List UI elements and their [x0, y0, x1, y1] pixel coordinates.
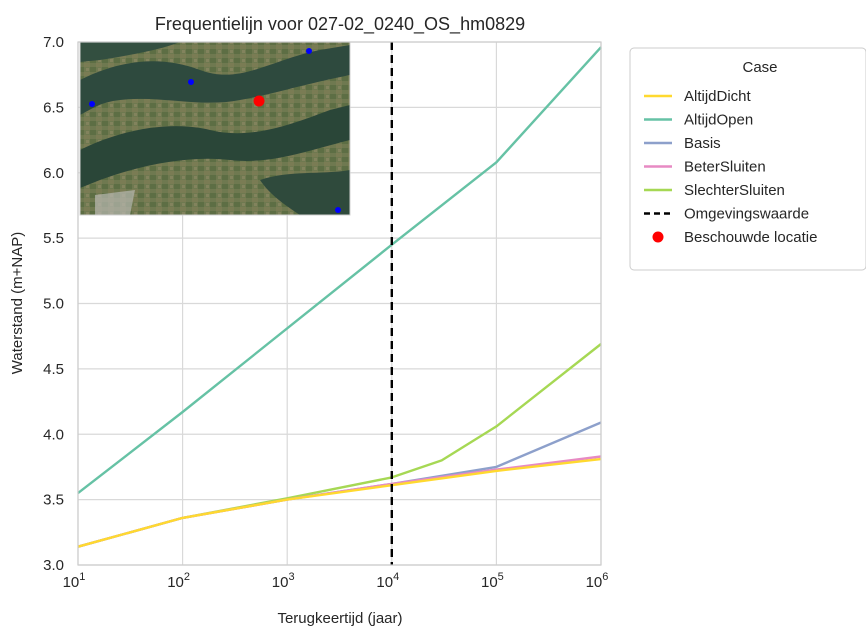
legend-label: AltijdOpen: [684, 112, 753, 129]
chart-title: Frequentielijn voor 027-02_0240_OS_hm082…: [155, 14, 525, 35]
y-tick-label: 3.5: [43, 492, 64, 509]
legend-swatch: [652, 231, 664, 243]
series-line-altijddicht: [77, 457, 602, 548]
x-axis-label: Terugkeertijd (jaar): [277, 610, 402, 627]
x-tick-label: 103: [272, 571, 295, 591]
legend-label: SlechterSluiten: [684, 182, 785, 199]
map-point: [89, 101, 95, 107]
legend-label: Beschouwde locatie: [684, 229, 817, 246]
legend: Case AltijdDicht AltijdOpen Basis BeterSlui…: [629, 47, 866, 271]
map-point: [335, 207, 341, 213]
x-tick-label: 104: [376, 571, 399, 591]
x-tick-label: 105: [481, 571, 504, 591]
y-tick-label: 4.0: [43, 426, 64, 443]
legend-box: [629, 47, 866, 271]
legend-label: Omgevingswaarde: [684, 206, 809, 223]
legend-title: Case: [742, 59, 777, 76]
legend-label: Basis: [684, 135, 721, 152]
x-tick-label: 101: [63, 571, 86, 591]
inset-map: [79, 41, 351, 216]
legend-label: BeterSluiten: [684, 159, 766, 176]
legend-label: AltijdDicht: [684, 88, 752, 105]
map-point: [188, 79, 194, 85]
axes-frame: [77, 41, 602, 566]
y-tick-label: 7.0: [43, 34, 64, 51]
map-point: [306, 48, 312, 54]
x-tick-labels: 101 102 103 104 105 106: [63, 571, 609, 591]
y-tick-label: 6.5: [43, 99, 64, 116]
y-tick-label: 6.0: [43, 165, 64, 182]
y-tick-label: 5.0: [43, 296, 64, 313]
y-axis-label: Waterstand (m+NAP): [9, 232, 26, 374]
axes: [77, 41, 602, 566]
y-tick-label: 4.5: [43, 361, 64, 378]
y-tick-label: 3.0: [43, 557, 64, 574]
x-tick-label: 102: [167, 571, 190, 591]
y-tick-labels: 3.0 3.5 4.0 4.5 5.0 5.5 6.0 6.5 7.0: [43, 34, 64, 574]
x-tick-label: 106: [586, 571, 609, 591]
considered-location-dot: [253, 95, 265, 107]
y-tick-label: 5.5: [43, 230, 64, 247]
